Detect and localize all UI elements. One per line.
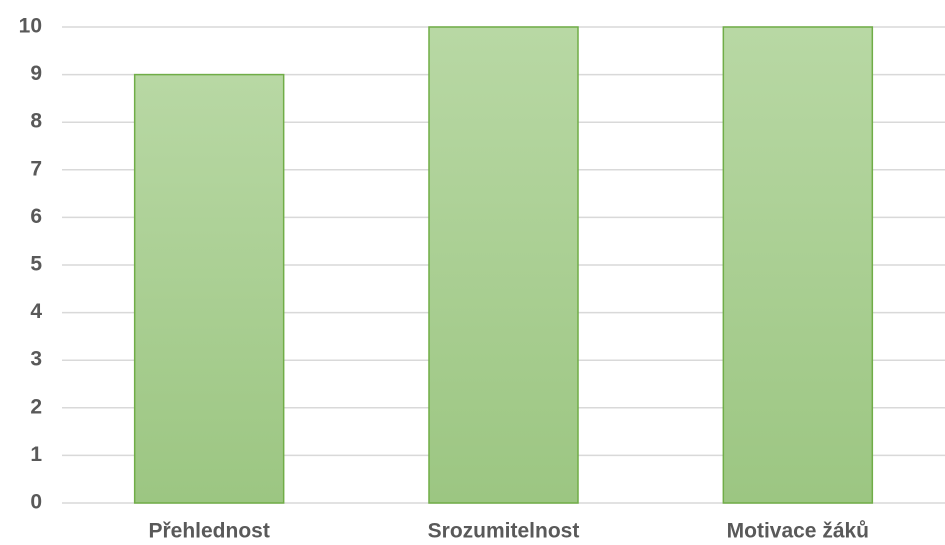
- y-tick-label: 4: [30, 300, 42, 323]
- y-tick-label: 2: [30, 395, 42, 418]
- y-tick-label: 5: [30, 253, 42, 276]
- y-tick-label: 1: [30, 443, 42, 466]
- y-tick-label: 10: [19, 15, 42, 38]
- bar: [722, 26, 874, 504]
- bar: [428, 26, 579, 504]
- y-tick-label: 9: [30, 62, 42, 85]
- y-tick-label: 0: [30, 491, 42, 514]
- x-tick-label: Srozumitelnost: [428, 520, 580, 543]
- x-tick-label: Přehlednost: [148, 520, 269, 543]
- y-tick-label: 3: [30, 348, 42, 371]
- bar: [133, 73, 285, 504]
- y-tick-label: 7: [30, 157, 42, 180]
- x-tick-label: Motivace žáků: [727, 520, 869, 543]
- y-tick-label: 6: [30, 205, 42, 228]
- y-tick-label: 8: [30, 110, 42, 133]
